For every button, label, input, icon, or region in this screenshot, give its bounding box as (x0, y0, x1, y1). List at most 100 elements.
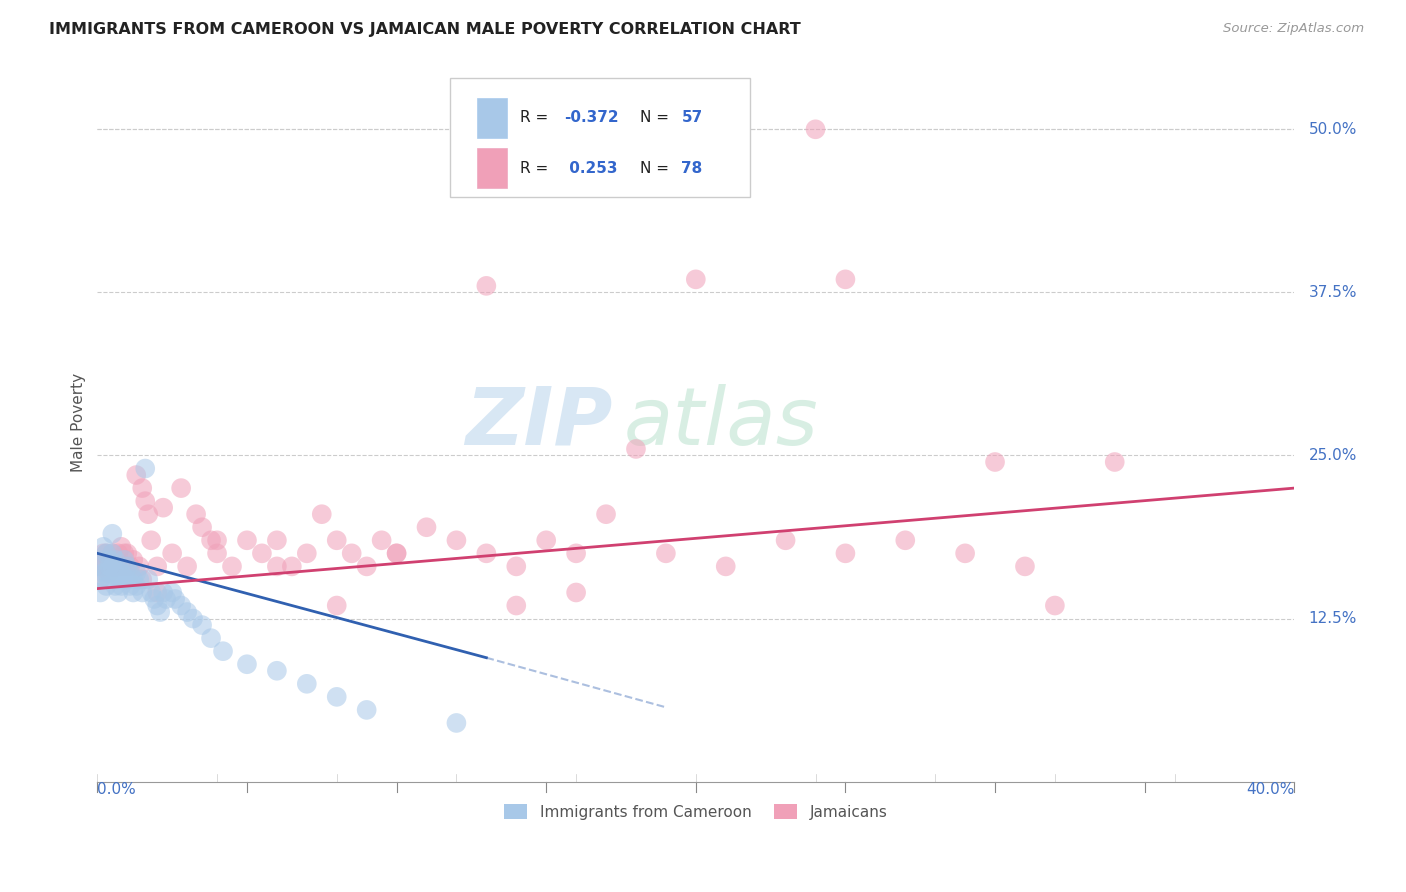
Point (141, 533, 163, 548)
Point (266, 559, 288, 574)
Point (98, 573, 121, 587)
Point (146, 559, 169, 574)
Point (117, 546, 139, 560)
Point (107, 573, 129, 587)
Point (160, 546, 183, 560)
Point (281, 559, 304, 574)
Point (117, 559, 139, 574)
Text: ZIP: ZIP (464, 384, 612, 462)
Point (89, 573, 111, 587)
Point (89, 573, 111, 587)
Point (110, 540, 132, 554)
Point (170, 481, 193, 495)
Point (120, 559, 142, 574)
Point (236, 533, 259, 548)
Y-axis label: Male Poverty: Male Poverty (72, 373, 86, 473)
Point (101, 559, 124, 574)
Point (120, 566, 142, 580)
Text: 25.0%: 25.0% (1309, 448, 1357, 463)
Point (834, 272, 856, 286)
Point (91, 540, 114, 554)
Point (295, 677, 318, 691)
Point (98, 566, 121, 580)
Point (170, 599, 193, 613)
Point (107, 559, 129, 574)
Point (325, 690, 347, 704)
Point (104, 553, 127, 567)
Text: 12.5%: 12.5% (1309, 611, 1357, 626)
Point (475, 546, 498, 560)
Point (385, 546, 408, 560)
Text: 50.0%: 50.0% (1309, 122, 1357, 136)
Point (117, 559, 139, 574)
Point (98, 553, 121, 567)
Point (205, 533, 228, 548)
Point (505, 559, 527, 574)
Point (221, 559, 243, 574)
Point (775, 533, 797, 548)
Point (104, 559, 127, 574)
Point (91, 546, 114, 560)
FancyBboxPatch shape (450, 78, 749, 197)
Point (149, 605, 172, 619)
Point (146, 585, 169, 599)
Point (136, 507, 159, 521)
Point (325, 599, 347, 613)
Point (565, 585, 588, 599)
Point (624, 442, 647, 456)
Point (685, 272, 707, 286)
Point (89, 585, 111, 599)
Point (112, 573, 135, 587)
Point (117, 573, 139, 587)
Point (505, 599, 527, 613)
Point (295, 546, 318, 560)
Point (101, 546, 124, 560)
Point (91, 566, 114, 580)
Point (446, 715, 468, 730)
Point (98, 553, 121, 567)
Point (131, 573, 153, 587)
Point (104, 579, 127, 593)
Point (101, 559, 124, 574)
Text: IMMIGRANTS FROM CAMEROON VS JAMAICAN MALE POVERTY CORRELATION CHART: IMMIGRANTS FROM CAMEROON VS JAMAICAN MAL… (49, 22, 801, 37)
Point (984, 455, 1007, 469)
Point (356, 559, 378, 574)
FancyBboxPatch shape (477, 148, 506, 188)
Point (96, 566, 118, 580)
Point (122, 585, 145, 599)
Point (136, 573, 159, 587)
Point (834, 546, 856, 560)
Point (141, 585, 163, 599)
Point (165, 592, 187, 607)
Text: Source: ZipAtlas.com: Source: ZipAtlas.com (1223, 22, 1364, 36)
Point (96, 546, 118, 560)
Point (128, 573, 150, 587)
Point (340, 546, 363, 560)
Point (184, 507, 207, 521)
Point (104, 553, 127, 567)
Point (96, 579, 118, 593)
Point (107, 559, 129, 574)
Point (143, 592, 166, 607)
Point (446, 533, 468, 548)
Point (311, 507, 333, 521)
Point (266, 533, 288, 548)
Point (112, 546, 135, 560)
Point (110, 559, 132, 574)
Point (200, 533, 222, 548)
Point (112, 553, 135, 567)
Point (98, 559, 121, 574)
Point (191, 520, 214, 534)
Point (122, 553, 145, 567)
Point (595, 507, 617, 521)
Point (415, 520, 437, 534)
Point (107, 585, 129, 599)
Point (152, 500, 174, 515)
Point (125, 566, 148, 580)
Point (212, 644, 235, 658)
Point (1014, 559, 1036, 574)
Point (134, 494, 156, 508)
Point (131, 585, 153, 599)
Text: N =: N = (640, 111, 673, 126)
Point (131, 481, 153, 495)
